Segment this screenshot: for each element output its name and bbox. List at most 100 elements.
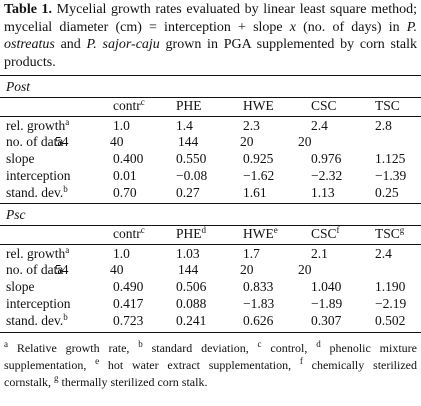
header-sup: d xyxy=(201,225,207,235)
cell-value: 0.490 xyxy=(113,279,144,294)
section-title: Psc xyxy=(6,207,26,223)
caption-text: grown in PGA supplemented by corn stalk … xyxy=(4,37,417,70)
footnote-sup: g xyxy=(54,373,59,383)
rule xyxy=(0,75,421,76)
row-label-text: interception xyxy=(6,168,71,183)
cell-value: 1.61 xyxy=(243,185,267,200)
table-cell: 2.4 xyxy=(375,246,392,262)
table-cell: 0.27 xyxy=(176,185,200,201)
footnote-text: control, xyxy=(261,341,317,355)
header-sup: c xyxy=(140,97,145,107)
footnote-text: Relative growth rate, xyxy=(8,341,139,355)
cell-value: 20 xyxy=(298,134,312,149)
column-header: PHEd xyxy=(176,226,206,242)
table-cell: 20 xyxy=(298,262,312,278)
footnote-text: hot water extract supplementation, xyxy=(99,358,300,372)
caption-text: x xyxy=(289,19,296,35)
row-label-text: rel. growth xyxy=(6,246,66,261)
caption-text: P. sajor-caju xyxy=(86,37,160,52)
caption-text: and xyxy=(54,37,87,52)
cell-value: 0.723 xyxy=(113,313,144,328)
cell-value: 0.925 xyxy=(243,151,274,166)
table-cell: 0.925 xyxy=(243,151,273,167)
section-title-text: Psc xyxy=(6,207,26,222)
table-cell: 1.040 xyxy=(311,279,341,295)
column-header: HWEe xyxy=(243,226,278,242)
cell-value: −0.08 xyxy=(176,168,208,183)
caption-text: P. ostreatus xyxy=(4,19,417,53)
cell-value: 1.0 xyxy=(113,118,130,133)
table-cell: 54 xyxy=(55,134,69,150)
cell-value: 0.626 xyxy=(243,313,274,328)
section-title-text: Post xyxy=(6,79,31,94)
column-header: CSC xyxy=(311,98,337,114)
cell-value: −1.83 xyxy=(243,296,275,311)
cell-value: 0.502 xyxy=(375,313,406,328)
cell-value: 144 xyxy=(178,262,199,277)
cell-value: −1.89 xyxy=(311,296,343,311)
header-sup: f xyxy=(336,225,340,235)
header-sup: e xyxy=(273,225,278,235)
cell-value: 2.8 xyxy=(375,118,392,133)
cell-value: 0.307 xyxy=(311,313,342,328)
cell-value: 1.125 xyxy=(375,151,406,166)
row-label-text: stand. dev. xyxy=(6,185,64,200)
table-cell: 0.241 xyxy=(176,313,206,329)
row-label-text: no. of data xyxy=(6,134,64,149)
caption-text: (no. of days) in xyxy=(296,19,407,35)
caption-text: Mycelial growth rates evaluated by linea… xyxy=(4,2,417,35)
table-cell: 144 xyxy=(178,262,198,278)
cell-value: 0.70 xyxy=(113,185,137,200)
column-header: PHE xyxy=(176,98,202,114)
caption: Table 1. Mycelial growth rates evaluated… xyxy=(4,1,417,71)
table-cell: 0.506 xyxy=(176,279,206,295)
header-text: HWE xyxy=(243,98,274,113)
table-cell: −0.08 xyxy=(176,168,207,184)
column-header: CSCf xyxy=(311,226,340,242)
row-label: stand. dev.b xyxy=(6,313,68,329)
table-cell: 0.307 xyxy=(311,313,341,329)
table-cell: 0.417 xyxy=(113,296,143,312)
cell-value: 0.550 xyxy=(176,151,207,166)
table-cell: 0.490 xyxy=(113,279,143,295)
row-label-sup: a xyxy=(65,245,70,255)
row-label-text: no. of data xyxy=(6,262,64,277)
cell-value: 40 xyxy=(110,134,124,149)
table-cell: 2.4 xyxy=(311,118,328,134)
row-label-sup: b xyxy=(63,184,68,194)
table-cell: 144 xyxy=(178,134,198,150)
table-cell: 1.125 xyxy=(375,151,405,167)
cell-value: 0.976 xyxy=(311,151,342,166)
header-text: TSC xyxy=(375,98,400,113)
row-label: rel. growtha xyxy=(6,118,69,134)
cell-value: 1.190 xyxy=(375,279,406,294)
footnote-sup: a xyxy=(4,339,8,349)
table-cell: −2.32 xyxy=(311,168,342,184)
header-text: contr xyxy=(113,98,141,113)
row-label-text: interception xyxy=(6,296,71,311)
header-text: CSC xyxy=(311,226,337,241)
header-text: contr xyxy=(113,226,141,241)
footnote-sup: c xyxy=(257,339,262,349)
header-text: PHE xyxy=(176,98,202,113)
rule xyxy=(0,244,421,245)
table-cell: 20 xyxy=(240,134,254,150)
footnote-text: standard deviation, xyxy=(142,341,258,355)
row-label: rel. growtha xyxy=(6,246,69,262)
row-label-sup: b xyxy=(63,312,68,322)
cell-value: 1.0 xyxy=(113,246,130,261)
table-cell: 1.4 xyxy=(176,118,193,134)
section-title: Post xyxy=(6,79,30,95)
cell-value: 2.1 xyxy=(311,246,328,261)
cell-value: 54 xyxy=(55,262,69,277)
header-sup: c xyxy=(140,225,145,235)
table-cell: −1.39 xyxy=(375,168,406,184)
cell-value: 2.4 xyxy=(311,118,328,133)
table-cell: 20 xyxy=(298,134,312,150)
row-label: slope xyxy=(6,151,35,167)
cell-value: 1.4 xyxy=(176,118,193,133)
cell-value: 0.241 xyxy=(176,313,207,328)
row-label: slope xyxy=(6,279,35,295)
rule xyxy=(0,116,421,117)
header-text: TSC xyxy=(375,226,400,241)
